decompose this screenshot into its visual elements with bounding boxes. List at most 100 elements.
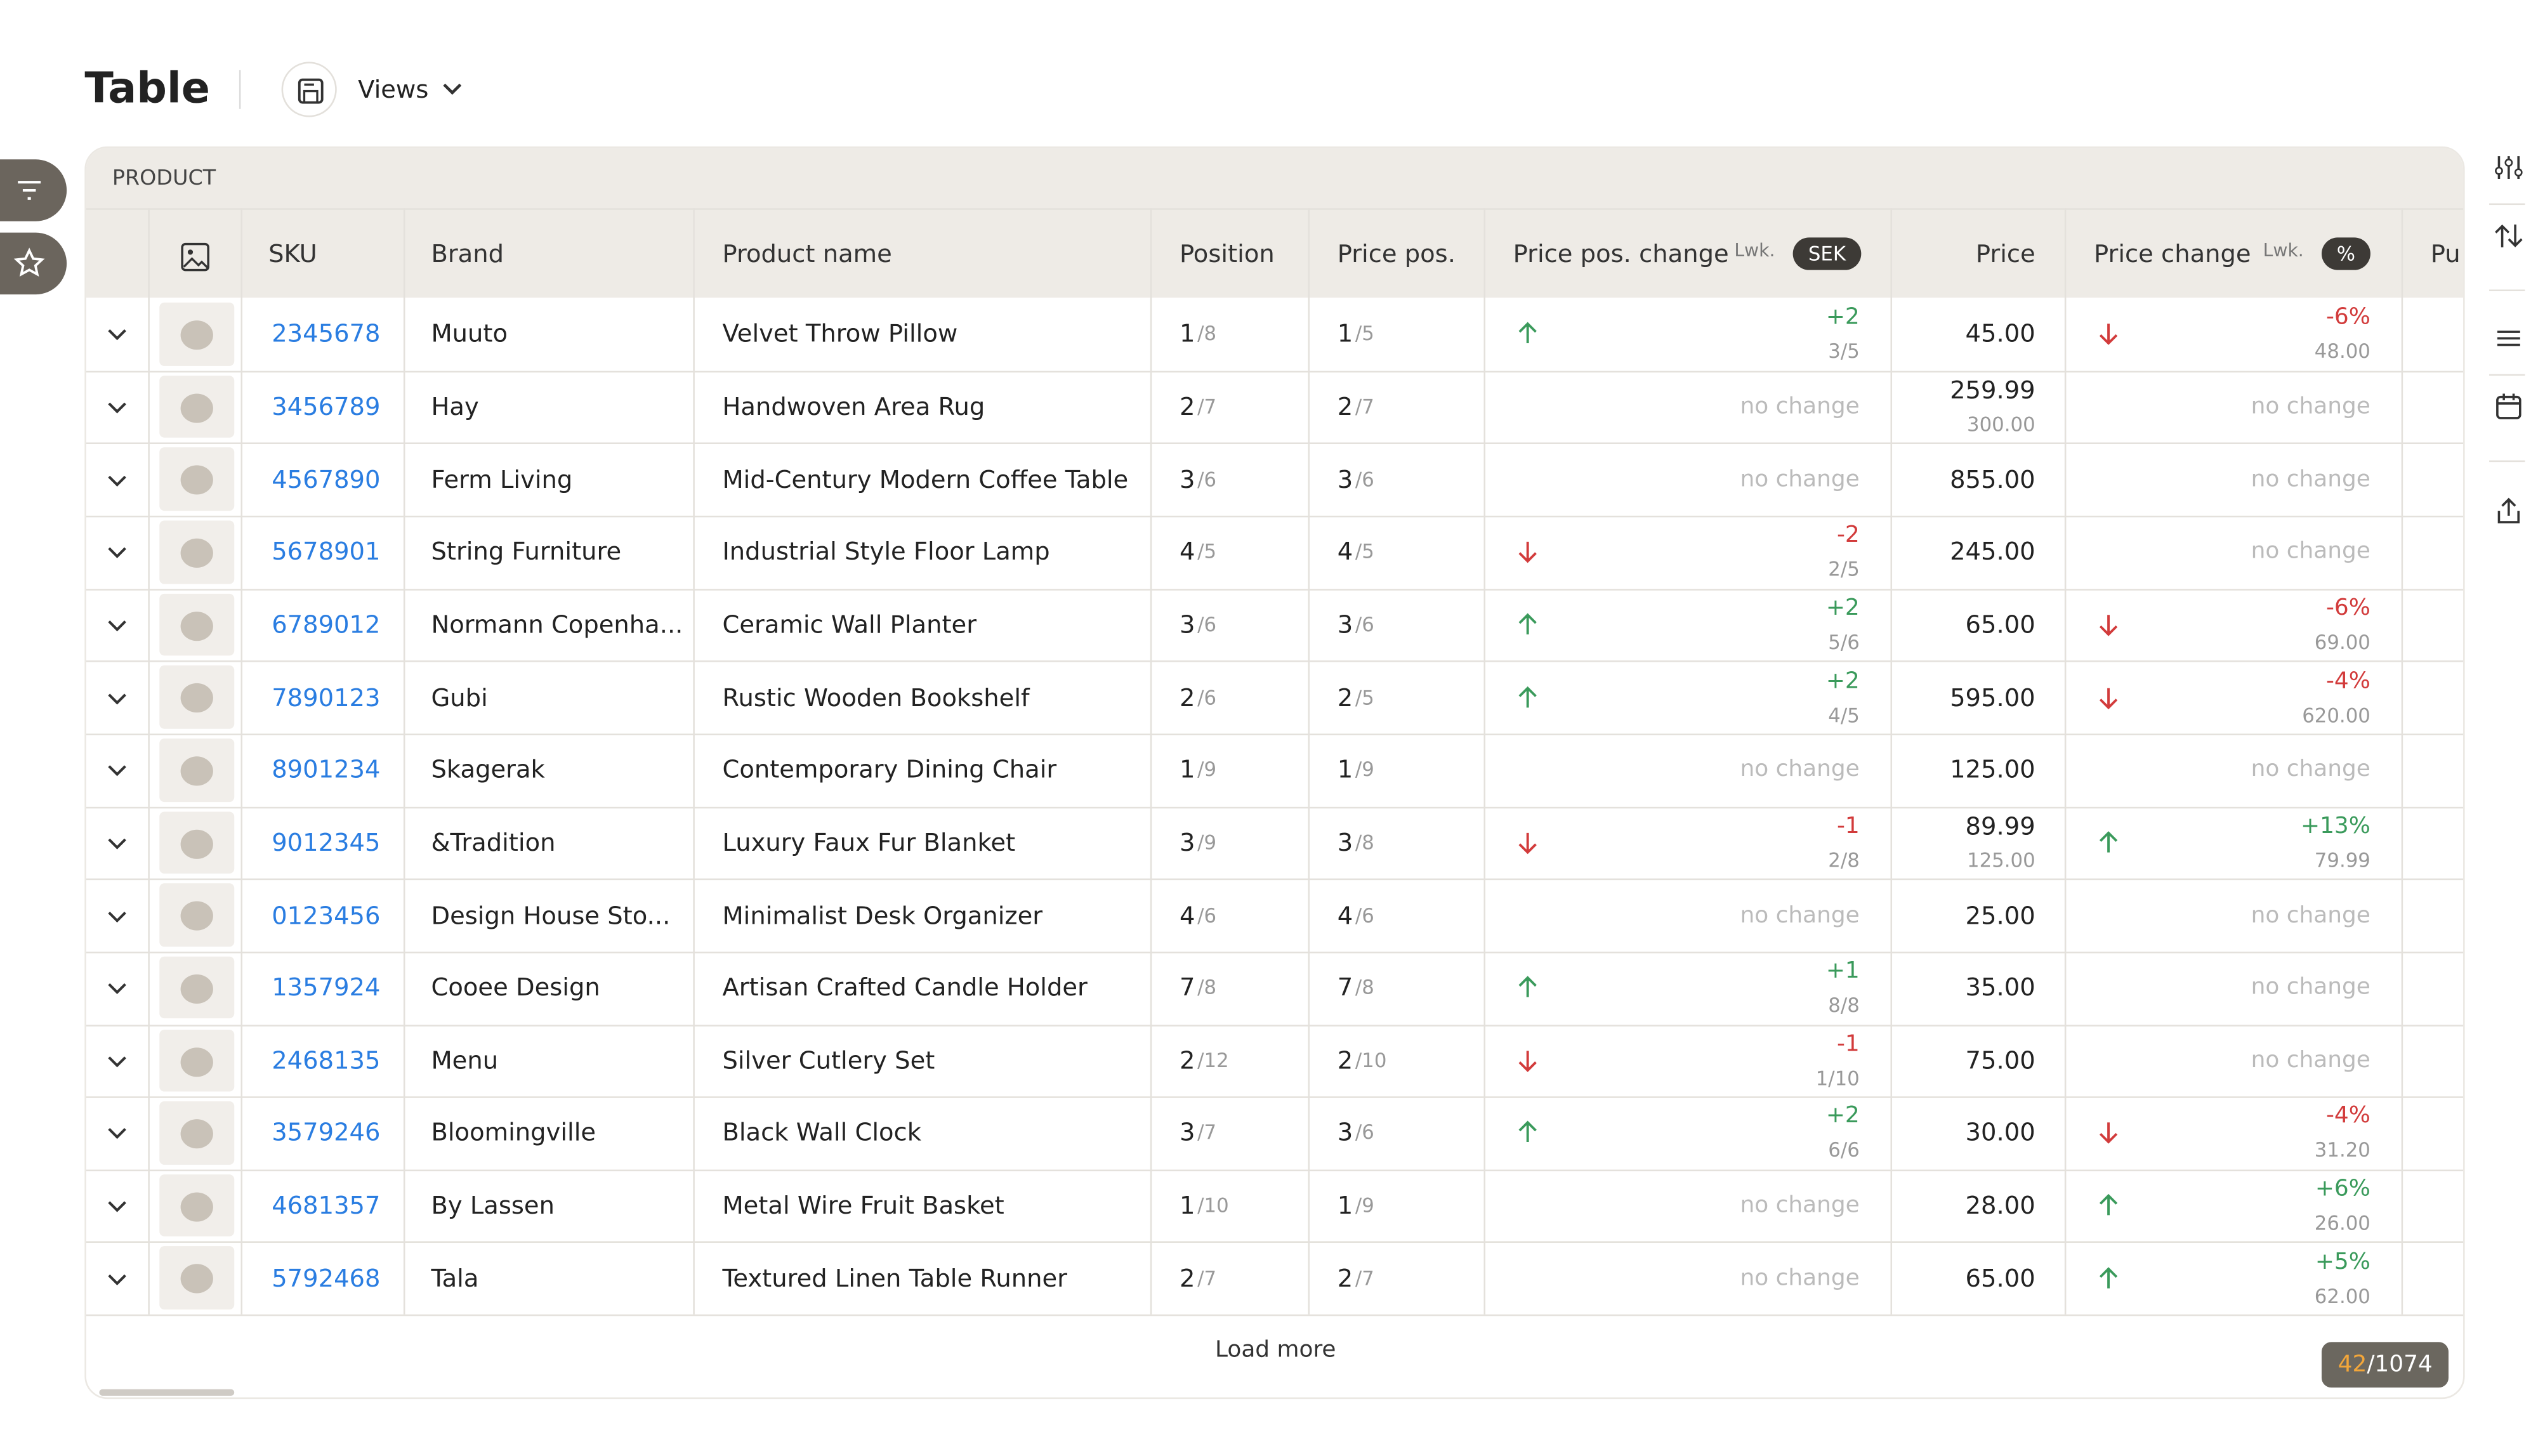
price: 25.00 [1965, 900, 2035, 930]
sku-link[interactable]: 2345678 [272, 319, 381, 349]
no-change: no change [2251, 1047, 2370, 1073]
sku-link[interactable]: 3456789 [272, 391, 381, 422]
column-header[interactable]: Brand [431, 239, 504, 269]
column-divider [693, 208, 695, 1315]
image-placeholder [177, 1112, 216, 1154]
no-change: no change [1740, 1265, 1860, 1292]
change-detail: 69.00 [2314, 631, 2370, 654]
no-change: no change [1740, 466, 1860, 492]
expand-toggle[interactable] [104, 903, 130, 926]
no-change: no change [2251, 466, 2370, 492]
trend-arrow [1516, 1120, 1539, 1146]
trend-arrow [1516, 321, 1539, 347]
expand-toggle[interactable] [104, 1267, 130, 1290]
expand-toggle[interactable] [104, 1194, 130, 1217]
sku-link[interactable]: 2468135 [272, 1046, 381, 1075]
price-position-total: /7 [1355, 395, 1374, 418]
sku-link[interactable]: 8901234 [272, 755, 381, 785]
toolbar-icon[interactable] [2492, 324, 2525, 356]
column-header[interactable]: Price [1975, 239, 2035, 269]
expand-toggle[interactable] [104, 541, 130, 563]
toolbar-divider [2489, 460, 2525, 462]
position: 2 [1179, 391, 1195, 422]
row-divider [86, 1242, 2464, 1244]
image-placeholder [177, 312, 216, 355]
row-divider [86, 806, 2464, 808]
product-name: Velvet Throw Pillow [722, 319, 958, 349]
trend-arrow [1516, 974, 1539, 1000]
filter-button[interactable] [0, 159, 67, 221]
row-divider [86, 1024, 2464, 1026]
save-button[interactable] [281, 62, 337, 117]
row-divider [86, 515, 2464, 518]
position-total: /6 [1197, 468, 1217, 491]
expand-toggle[interactable] [104, 468, 130, 490]
change-detail: 2/8 [1828, 849, 1860, 872]
sku-link[interactable]: 4681357 [272, 1191, 381, 1221]
column-header[interactable]: Price pos. change [1513, 239, 1729, 269]
change-value: +1 [1825, 958, 1860, 985]
row-divider [86, 951, 2464, 954]
column-header[interactable]: SKU [268, 239, 317, 269]
image-placeholder [177, 676, 216, 718]
sku-link[interactable]: 0123456 [272, 900, 381, 930]
no-change: no change [2251, 539, 2370, 565]
table-header [86, 148, 2464, 298]
unit-badge[interactable]: % [2321, 237, 2370, 270]
expand-toggle[interactable] [104, 686, 130, 709]
change-detail: 48.00 [2314, 340, 2370, 364]
column-divider [148, 208, 150, 1315]
expand-toggle[interactable] [104, 322, 130, 345]
load-more-button[interactable]: Load more [1214, 1337, 1336, 1363]
price: 125.00 [1950, 755, 2035, 785]
sku-link[interactable]: 3579246 [272, 1118, 381, 1148]
expand-toggle[interactable] [104, 831, 130, 854]
no-change: no change [2251, 393, 2370, 420]
change-value: -1 [1836, 1031, 1860, 1058]
brand: Ferm Living [431, 464, 573, 494]
expand-toggle[interactable] [104, 1122, 130, 1144]
sku-link[interactable]: 5792468 [272, 1263, 381, 1293]
views-button[interactable]: Views [358, 74, 429, 105]
column-divider [1890, 208, 1893, 1315]
price-position-total: /9 [1355, 758, 1374, 782]
sku-link[interactable]: 5678901 [272, 537, 381, 567]
sku-link[interactable]: 6789012 [272, 610, 381, 639]
favorites-button[interactable] [0, 232, 67, 295]
position: 3 [1179, 610, 1195, 639]
brand: By Lassen [431, 1191, 555, 1221]
unit-badge[interactable]: SEK [1792, 237, 1862, 270]
column-header[interactable]: Product name [722, 239, 892, 269]
position: 1 [1179, 319, 1195, 349]
change-detail: 1/10 [1815, 1066, 1860, 1090]
position-total: /9 [1197, 830, 1217, 854]
toolbar-icon[interactable] [2492, 221, 2525, 254]
expand-toggle[interactable] [104, 976, 130, 999]
toolbar-icon[interactable] [2492, 153, 2525, 185]
column-header[interactable]: Price change [2093, 239, 2251, 269]
price-position-total: /7 [1355, 1266, 1374, 1290]
sku-link[interactable]: 7890123 [272, 682, 381, 712]
product-name: Mid-Century Modern Coffee Table [722, 464, 1129, 494]
expand-toggle[interactable] [104, 395, 130, 418]
expand-toggle[interactable] [104, 1049, 130, 1072]
sku-link[interactable]: 4567890 [272, 464, 381, 494]
expand-toggle[interactable] [104, 758, 130, 781]
column-header[interactable]: Price pos. [1337, 239, 1456, 269]
sku-link[interactable]: 1357924 [272, 973, 381, 1002]
change-detail: 8/8 [1828, 994, 1860, 1018]
price: 855.00 [1950, 464, 2035, 494]
brand: Menu [431, 1046, 499, 1075]
image-placeholder [177, 1257, 216, 1299]
column-header[interactable]: Position [1179, 239, 1275, 269]
toolbar-icon[interactable] [2492, 390, 2525, 423]
toolbar-icon[interactable] [2492, 494, 2525, 527]
product-name: Luxury Faux Fur Blanket [722, 827, 1016, 857]
sku-link[interactable]: 9012345 [272, 827, 381, 857]
trend-arrow [2097, 1120, 2120, 1146]
expand-toggle[interactable] [104, 613, 130, 636]
chevron [443, 83, 462, 95]
column-header[interactable]: Pu [2430, 239, 2461, 269]
change-detail: 2/5 [1828, 558, 1860, 582]
